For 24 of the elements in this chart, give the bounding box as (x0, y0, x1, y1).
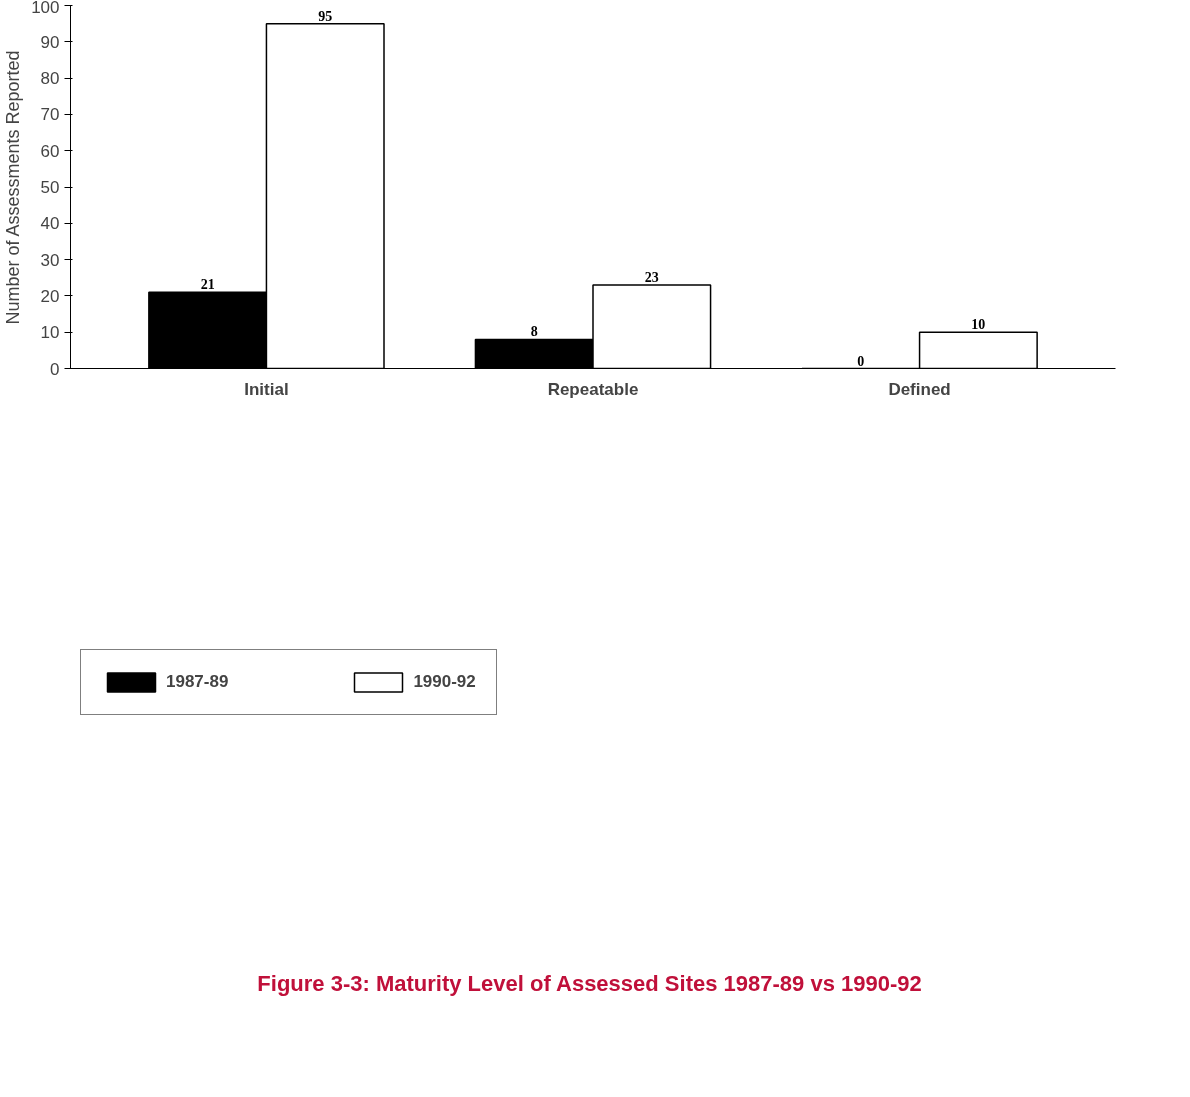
legend-label: 1990-92 (413, 671, 476, 692)
y-tick-label: 0 (50, 359, 60, 379)
x-tick-label: Repeatable (547, 379, 639, 399)
y-tick-label: 100 (31, 0, 60, 17)
legend-label: 1987-89 (166, 671, 229, 692)
data-label: 8 (530, 324, 538, 340)
text: Figure 3-3: Maturity Level of Assessed Sites 1987-89 vs 1990-92 (257, 970, 922, 996)
data-label: 0 (857, 353, 865, 369)
y-tick-label: 40 (40, 214, 60, 234)
y-tick-label: 70 (40, 105, 60, 125)
y-tick-label: 10 (40, 323, 60, 343)
data-label: 95 (318, 8, 333, 24)
data-label: 21 (200, 277, 215, 293)
y-tick-label: 60 (40, 141, 60, 161)
y-tick-label: 90 (40, 32, 60, 52)
x-tick-label: Defined (888, 379, 951, 399)
y-tick-label: 80 (40, 69, 60, 89)
y-axis-title: Number of Assessments Reported (3, 50, 24, 325)
data-label: 23 (644, 270, 659, 286)
data-label: 10 (971, 317, 986, 333)
y-tick-label: 50 (40, 178, 60, 197)
y-tick-label: 30 (40, 250, 60, 270)
y-tick-label: 20 (40, 286, 60, 306)
x-tick-label: Initial (244, 379, 289, 399)
